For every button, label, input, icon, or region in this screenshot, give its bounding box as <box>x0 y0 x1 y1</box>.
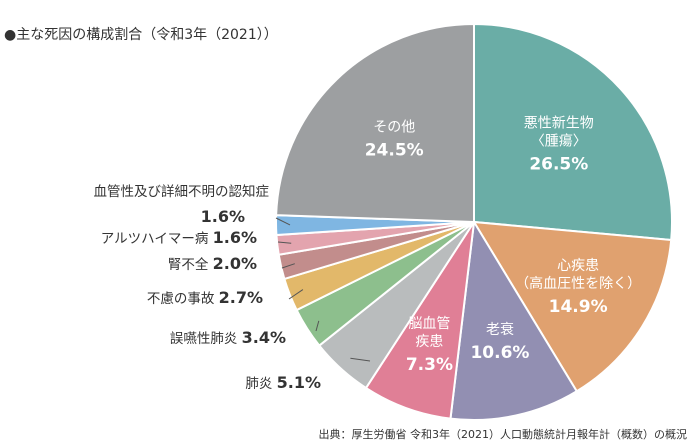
pie-slices <box>275 22 673 421</box>
slice-value-label: 1.6% <box>201 207 245 226</box>
leader-lines <box>275 217 371 362</box>
slice-value-label: 14.9% <box>549 297 608 317</box>
slice-name-label: 血管性及び詳細不明の認知症 <box>94 183 270 200</box>
slice-name-label: 疾患 <box>415 334 443 350</box>
leader-line <box>288 289 304 300</box>
source-note: 出典：厚生労働省 令和3年（2021）人口動態統計月報年計（概数）の概況 <box>318 428 688 441</box>
slice-label: 腎不全 2.0% <box>168 254 257 273</box>
chart-title: ●主な死因の構成割合（令和3年（2021）） <box>4 24 278 44</box>
pie-slice <box>473 22 673 242</box>
leader-line <box>281 263 295 269</box>
leader-line <box>277 241 292 244</box>
slice-value-label: 10.6% <box>470 343 529 363</box>
slice-label: 不慮の事故 2.7% <box>147 288 263 307</box>
slice-name-label: その他 <box>373 119 415 135</box>
chart-title-text: ●主な死因の構成割合（令和3年（2021）） <box>4 27 278 43</box>
slice-label: 誤嚥性肺炎 3.4% <box>170 328 286 347</box>
slice-name-label: 〈腫瘍〉 <box>531 133 587 150</box>
slice-labels: 悪性新生物〈腫瘍〉 26.5% 心疾患（高血圧性を除く） 14.9% 老衰 10.6% 脳血… <box>94 116 642 392</box>
slice-name-label: （高血圧性を除く） <box>515 275 641 292</box>
leader-line <box>315 320 320 332</box>
slice-value-label: 26.5% <box>529 155 588 175</box>
slice-label: アルツハイマー病 1.6% <box>101 228 257 247</box>
slice-value-label: 24.5% <box>365 140 424 160</box>
slice-name-label: 脳血管 <box>408 316 450 332</box>
slice-name-label: 老衰 <box>486 321 514 338</box>
leader-line <box>350 357 371 362</box>
pie-slice <box>472 220 673 393</box>
slice-name-label: 悪性新生物 <box>524 116 594 132</box>
leader-line <box>275 217 291 226</box>
pie-slice <box>275 22 475 224</box>
pie-slice <box>449 219 579 421</box>
slice-name-label: 心疾患 <box>557 258 599 274</box>
slice-label: 肺炎 5.1% <box>245 373 321 392</box>
slice-value-label: 7.3% <box>406 355 453 375</box>
